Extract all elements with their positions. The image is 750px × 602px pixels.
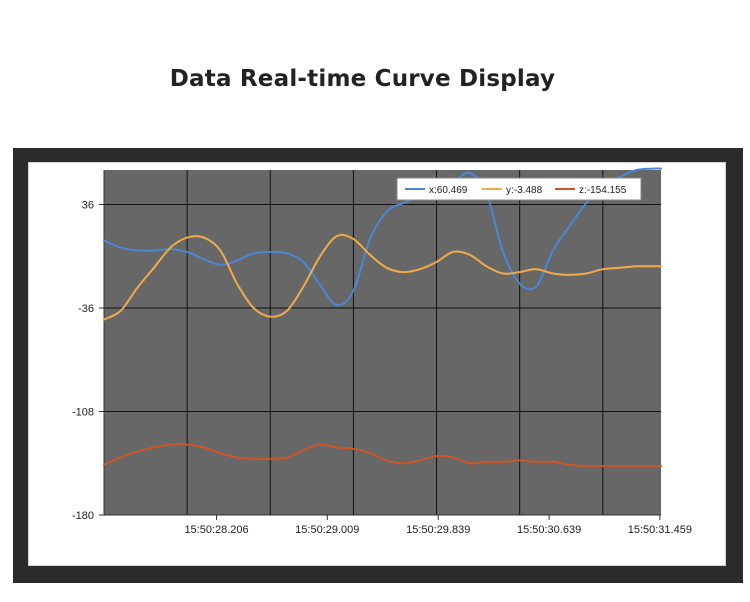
legend-box (396, 177, 642, 201)
axes (99, 170, 661, 520)
series-lines (103, 167, 662, 468)
z-series-line (103, 443, 662, 468)
tick-labels: 36 -36 -108 -180 15:50:28.206 15:50:29.009 15:… (72, 200, 692, 537)
x-tick-label: 15:50:31.459 (628, 524, 692, 536)
legend: x:60.469 y:-3.488 z:-154.155 (396, 177, 642, 201)
y-series-line (103, 233, 662, 321)
y-tick-label: -108 (72, 407, 94, 419)
y-tick-label: -36 (78, 303, 94, 315)
x-tick-label: 15:50:28.206 (184, 524, 248, 536)
legend-entry-z-label: z:-154.155 (579, 185, 627, 196)
x-series-line (103, 167, 662, 307)
y-tick-label: -180 (72, 510, 94, 522)
legend-entry-x-label: x:60.469 (429, 185, 468, 196)
legend-entry-y-label: y:-3.488 (506, 185, 543, 196)
x-tick-label: 15:50:29.009 (295, 524, 359, 536)
x-tick-label: 15:50:30.639 (517, 524, 581, 536)
y-tick-label: 36 (82, 200, 94, 212)
page-title: Data Real-time Curve Display (169, 66, 556, 92)
x-tick-label: 15:50:29.839 (406, 524, 470, 536)
